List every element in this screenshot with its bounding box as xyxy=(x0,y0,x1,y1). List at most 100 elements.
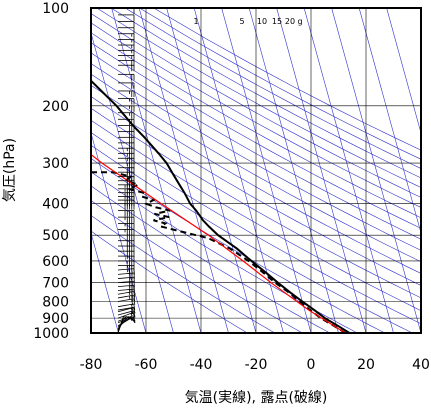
wind-barb xyxy=(117,315,136,322)
wind-barb xyxy=(118,112,135,119)
wind-barb xyxy=(117,312,136,319)
wind-barb xyxy=(118,118,135,126)
x-tick-label: 20 xyxy=(357,357,375,373)
temperature-profile xyxy=(91,79,351,333)
wind-barb xyxy=(118,90,135,97)
wind-barb xyxy=(118,27,135,34)
x-tick-label: -60 xyxy=(135,357,158,373)
mixing-ratio-label: 5 xyxy=(239,17,244,26)
isotherm-line xyxy=(91,131,147,333)
background-lines xyxy=(91,8,421,333)
wind-barb xyxy=(118,240,135,247)
dry-adiabat-line xyxy=(91,22,421,208)
profiles xyxy=(91,79,351,333)
dry-adiabat-line xyxy=(91,13,421,198)
dry-adiabat-line xyxy=(96,8,421,188)
wind-barb xyxy=(118,105,135,112)
wind-barb xyxy=(118,210,135,217)
mixing-ratio-labels: 1 5 10 15 20 g xyxy=(193,17,302,26)
wind-barb xyxy=(118,21,135,28)
x-tick-label: 0 xyxy=(307,357,316,373)
wind-barb xyxy=(118,39,135,46)
x-tick-label: -80 xyxy=(80,357,103,373)
dry-adiabat-line xyxy=(91,32,421,219)
dry-adiabat-line xyxy=(91,144,413,333)
y-tick-label: 600 xyxy=(42,254,69,270)
wind-barb xyxy=(118,44,135,52)
dry-adiabat-line xyxy=(91,119,421,312)
wind-barb xyxy=(118,250,135,258)
wind-barb xyxy=(118,245,135,253)
wind-barb xyxy=(118,142,135,149)
isotherm-line xyxy=(91,231,119,333)
y-tick-label: 1000 xyxy=(33,326,69,342)
mixing-ratio-label: 15 xyxy=(272,17,282,26)
y-tick-label: 700 xyxy=(42,276,69,292)
parcel-curve xyxy=(91,153,346,333)
y-tick-label: 200 xyxy=(42,99,69,115)
isotherm-line xyxy=(331,8,421,333)
isotherm-line xyxy=(386,8,421,135)
mixing-ratio-label: 20 xyxy=(285,17,295,26)
isotherm-line xyxy=(138,8,229,333)
wind-barb xyxy=(118,229,135,236)
wind-barb xyxy=(117,298,136,306)
isotherm-line xyxy=(303,8,394,333)
plot-frame xyxy=(90,7,422,334)
dry-adiabat-line xyxy=(91,215,275,333)
wind-barbs xyxy=(117,7,136,334)
y-tick-label: 400 xyxy=(42,197,69,213)
dry-adiabat-line xyxy=(91,63,421,251)
wind-barb xyxy=(118,125,135,132)
y-tick-label: 900 xyxy=(42,311,69,327)
wind-barb xyxy=(118,73,135,81)
wind-barb xyxy=(118,147,135,155)
dry-adiabat-line xyxy=(91,73,421,263)
x-tick-labels: -80 -60 -40 -20 0 20 40 xyxy=(80,357,430,373)
dry-adiabat-line xyxy=(139,8,421,160)
wind-barb xyxy=(118,33,135,40)
dry-adiabat-line xyxy=(110,8,421,179)
wind-barb xyxy=(117,317,136,327)
mixing-ratio-label: 10 xyxy=(257,17,267,26)
isotherm-line xyxy=(221,8,312,333)
dry-adiabat-line xyxy=(91,230,248,333)
y-tick-label: 500 xyxy=(42,228,69,244)
wind-barb xyxy=(117,306,136,314)
wind-barb xyxy=(118,222,135,230)
wind-barb xyxy=(118,82,135,89)
y-axis-label: 気圧(hPa) xyxy=(2,138,18,202)
mixing-ratio-label: 1 xyxy=(193,17,198,26)
wind-barb xyxy=(118,136,135,144)
dry-adiabat-line xyxy=(125,8,421,169)
x-tick-label: -40 xyxy=(190,357,213,373)
isotherm-line xyxy=(358,8,421,235)
x-axis-label: 気温(実線), 露点(破線) xyxy=(185,390,328,406)
y-tick-label: 800 xyxy=(42,295,69,311)
wind-barb xyxy=(117,294,136,302)
dry-adiabat-line xyxy=(91,185,330,333)
wind-barb xyxy=(117,303,136,311)
x-tick-label: 40 xyxy=(412,357,430,373)
wind-barb xyxy=(118,49,135,57)
x-tick-label: -20 xyxy=(245,357,268,373)
wind-barb xyxy=(118,234,135,242)
mixing-ratio-label: g xyxy=(297,17,302,26)
dry-adiabat-line xyxy=(91,42,421,229)
wind-barb xyxy=(118,216,135,224)
y-tick-label: 300 xyxy=(42,156,69,172)
dry-adiabat-line xyxy=(91,107,421,299)
y-tick-label: 100 xyxy=(42,1,69,17)
wind-barb xyxy=(118,14,135,21)
isotherm-line xyxy=(248,8,339,333)
isotherm-line xyxy=(166,8,257,333)
dry-adiabat-line xyxy=(91,200,303,333)
wind-barb xyxy=(117,310,136,317)
wind-barb xyxy=(118,152,135,160)
dry-adiabat-line xyxy=(91,132,421,325)
dry-adiabat-line xyxy=(91,52,421,240)
dry-adiabat-line xyxy=(91,96,421,286)
dry-adiabat-line xyxy=(153,8,421,151)
